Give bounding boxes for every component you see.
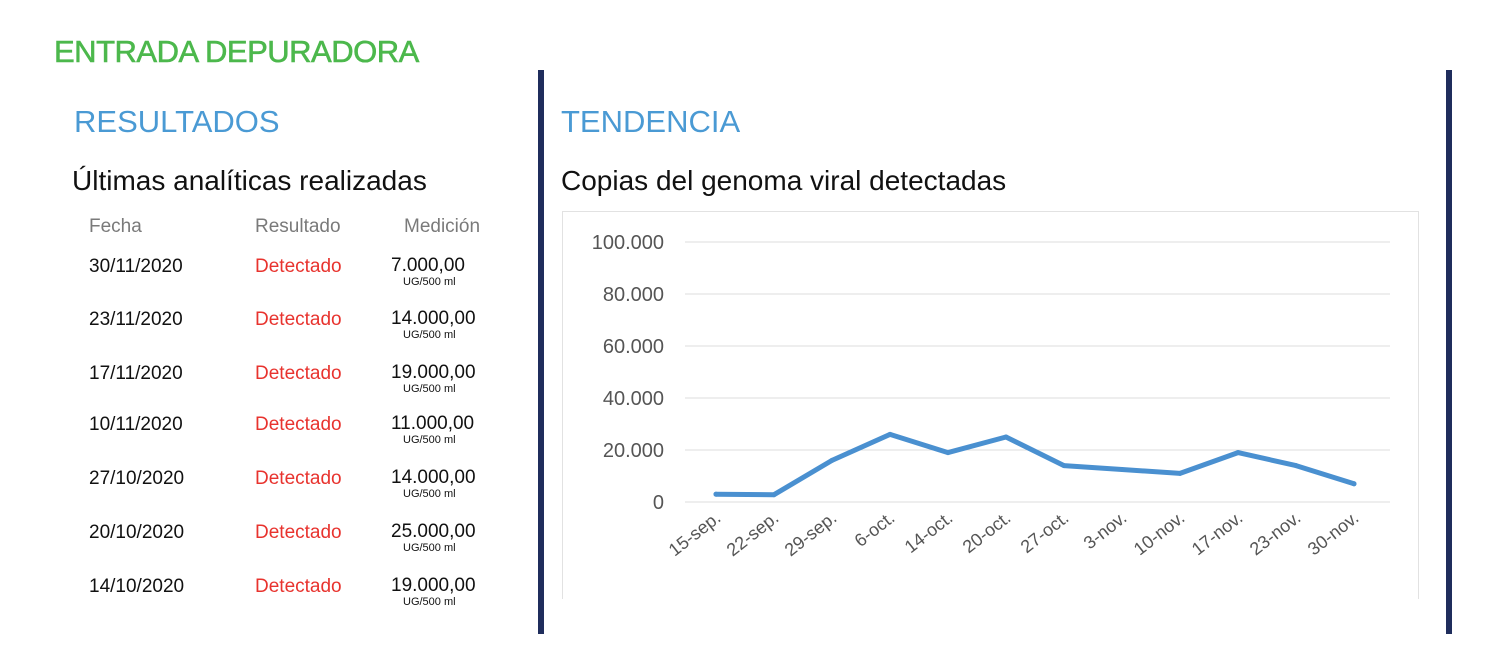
row-unit: UG/500 ml <box>403 596 456 608</box>
column-header-medicion: Medición <box>404 216 481 237</box>
row-resultado: Detectado <box>255 522 342 543</box>
column-header-resultado: Resultado <box>255 216 341 237</box>
row-unit: UG/500 ml <box>403 276 456 288</box>
right-divider <box>1446 70 1452 634</box>
data-point <box>945 450 951 456</box>
table-row: 17/11/2020 Detectado 19.000,00 UG/500 ml <box>0 363 530 417</box>
trend-subheading: Copias del genoma viral detectadas <box>561 165 1007 196</box>
data-point <box>1119 467 1125 472</box>
row-unit: UG/500 ml <box>403 488 456 500</box>
x-tick-label: 17-nov. <box>1188 507 1247 559</box>
y-tick-label: 20.000 <box>603 440 664 462</box>
data-point <box>1061 463 1067 469</box>
table-row: 27/10/2020 Detectado 14.000,00 UG/500 ml <box>0 468 530 522</box>
row-unit: UG/500 ml <box>403 434 456 446</box>
results-subheading: Últimas analíticas realizadas <box>72 165 427 196</box>
x-tick-label: 29-sep. <box>781 507 841 560</box>
row-fecha: 14/10/2020 <box>89 576 185 597</box>
row-resultado: Detectado <box>255 363 342 384</box>
row-resultado: Detectado <box>255 309 342 330</box>
data-point <box>887 431 893 437</box>
page-title: ENTRADA DEPURADORA <box>54 34 420 70</box>
row-fecha: 23/11/2020 <box>89 309 183 330</box>
row-fecha: 27/10/2020 <box>89 468 185 489</box>
y-tick-label: 40.000 <box>603 388 664 410</box>
data-point <box>1293 463 1299 469</box>
column-header-fecha: Fecha <box>89 216 142 237</box>
x-tick-label: 6-oct. <box>851 507 899 550</box>
data-point <box>1177 470 1183 476</box>
row-fecha: 10/11/2020 <box>89 414 183 435</box>
row-medicion: 11.000,00 <box>391 413 475 434</box>
data-point <box>713 491 719 497</box>
chart-frame <box>562 211 1419 599</box>
row-medicion: 19.000,00 <box>391 362 476 383</box>
x-tick-label: 23-nov. <box>1246 507 1305 559</box>
y-tick-label: 0 <box>653 492 664 514</box>
y-tick-label: 80.000 <box>603 284 664 306</box>
row-medicion: 14.000,00 <box>391 467 476 488</box>
row-medicion: 7.000,00 <box>391 255 465 276</box>
data-point <box>1351 481 1357 487</box>
row-resultado: Detectado <box>255 576 342 597</box>
data-point <box>829 457 835 463</box>
trend-heading: TENDENCIA <box>561 104 741 139</box>
row-fecha: 20/10/2020 <box>89 522 185 543</box>
x-tick-label: 3-nov. <box>1080 507 1131 553</box>
row-unit: UG/500 ml <box>403 383 456 395</box>
row-fecha: 30/11/2020 <box>89 256 183 277</box>
row-unit: UG/500 ml <box>403 329 456 341</box>
x-tick-label: 22-sep. <box>723 507 783 560</box>
row-resultado: Detectado <box>255 468 342 489</box>
table-row: 10/11/2020 Detectado 11.000,00 UG/500 ml <box>0 414 530 468</box>
table-row: 14/10/2020 Detectado 19.000,00 UG/500 ml <box>0 576 530 630</box>
row-fecha: 17/11/2020 <box>89 363 183 384</box>
x-tick-label: 15-sep. <box>665 507 725 560</box>
row-unit: UG/500 ml <box>403 542 456 554</box>
x-tick-label: 27-oct. <box>1017 507 1073 557</box>
table-row: 20/10/2020 Detectado 25.000,00 UG/500 ml <box>0 522 530 576</box>
x-tick-label: 14-oct. <box>901 507 957 557</box>
x-tick-label: 20-oct. <box>959 507 1015 557</box>
row-resultado: Detectado <box>255 256 342 277</box>
y-tick-label: 60.000 <box>603 336 664 358</box>
x-tick-label: 10-nov. <box>1130 507 1189 559</box>
data-point <box>771 492 777 498</box>
series-line <box>713 431 1357 498</box>
data-point <box>1003 434 1009 440</box>
row-medicion: 19.000,00 <box>391 575 476 596</box>
row-medicion: 14.000,00 <box>391 308 476 329</box>
table-row: 23/11/2020 Detectado 14.000,00 UG/500 ml <box>0 309 530 363</box>
results-heading: RESULTADOS <box>74 104 280 139</box>
row-medicion: 25.000,00 <box>391 521 476 542</box>
left-divider <box>538 70 544 634</box>
table-row: 30/11/2020 Detectado 7.000,00 UG/500 ml <box>0 256 530 310</box>
y-tick-label: 100.000 <box>592 232 664 254</box>
x-tick-label: 30-nov. <box>1304 507 1363 559</box>
row-resultado: Detectado <box>255 414 342 435</box>
data-point <box>1235 450 1241 456</box>
